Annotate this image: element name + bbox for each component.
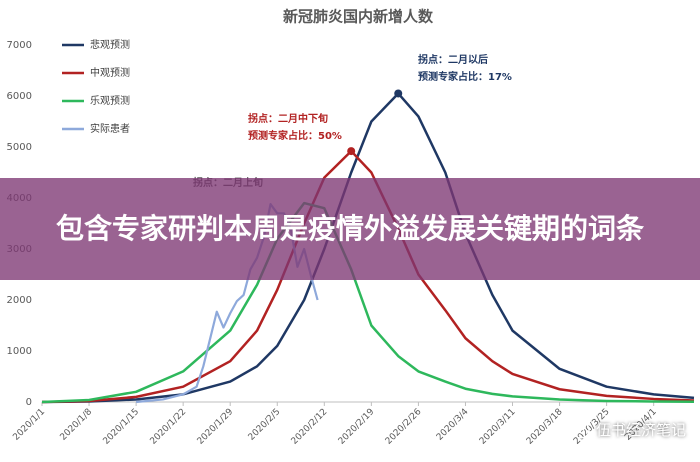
y-tick-label: 1000 [7,346,32,357]
watermark: 伍书经济笔记 [572,419,686,440]
banner: 包含专家研判本周是疫情外溢发展关键期的词条 [0,178,700,280]
legend-label: 悲观预测 [90,38,130,51]
x-tick-label: 2020/2/5 [247,407,283,443]
series-line [41,201,695,404]
x-tick-label: 2020/1/8 [59,407,95,443]
watermark-text: 伍书经济笔记 [595,421,686,439]
x-tick-label: 2020/1/29 [196,407,236,447]
legend-label: 中观预测 [90,66,130,79]
y-tick-label: 7000 [7,40,32,51]
y-tick-label: 0 [26,397,32,408]
chart-title: 新冠肺炎国内新增人数 [283,8,434,26]
x-tick-label: 2020/3/4 [435,407,471,443]
x-tick-label: 2020/2/12 [290,407,330,447]
annotation: 预测专家占比：50% [248,129,342,142]
legend-label: 实际患者 [90,122,130,135]
x-tick-label: 2020/2/26 [384,407,424,447]
banner-text: 包含专家研判本周是疫情外溢发展关键期的词条 [55,212,644,245]
peak-marker [394,89,403,98]
annotation: 预测专家占比：17% [418,70,512,83]
y-tick-label: 6000 [7,91,32,102]
x-tick-label: 2020/1/1 [11,407,47,443]
y-tick-label: 5000 [7,142,32,153]
wechat-icon [572,420,590,439]
y-tick-label: 2000 [7,295,32,306]
peak-marker [347,147,356,156]
annotation: 拐点：二月中下旬 [248,112,328,125]
x-tick-label: 2020/1/15 [102,407,142,447]
annotation: 拐点：二月以后 [418,53,488,66]
series-line [41,92,695,404]
legend-label: 乐观预测 [90,94,130,107]
x-tick-label: 2020/3/18 [525,407,565,447]
x-tick-label: 2020/1/22 [149,407,189,447]
x-tick-label: 2020/2/19 [337,407,377,447]
x-tick-label: 2020/3/11 [478,407,518,447]
